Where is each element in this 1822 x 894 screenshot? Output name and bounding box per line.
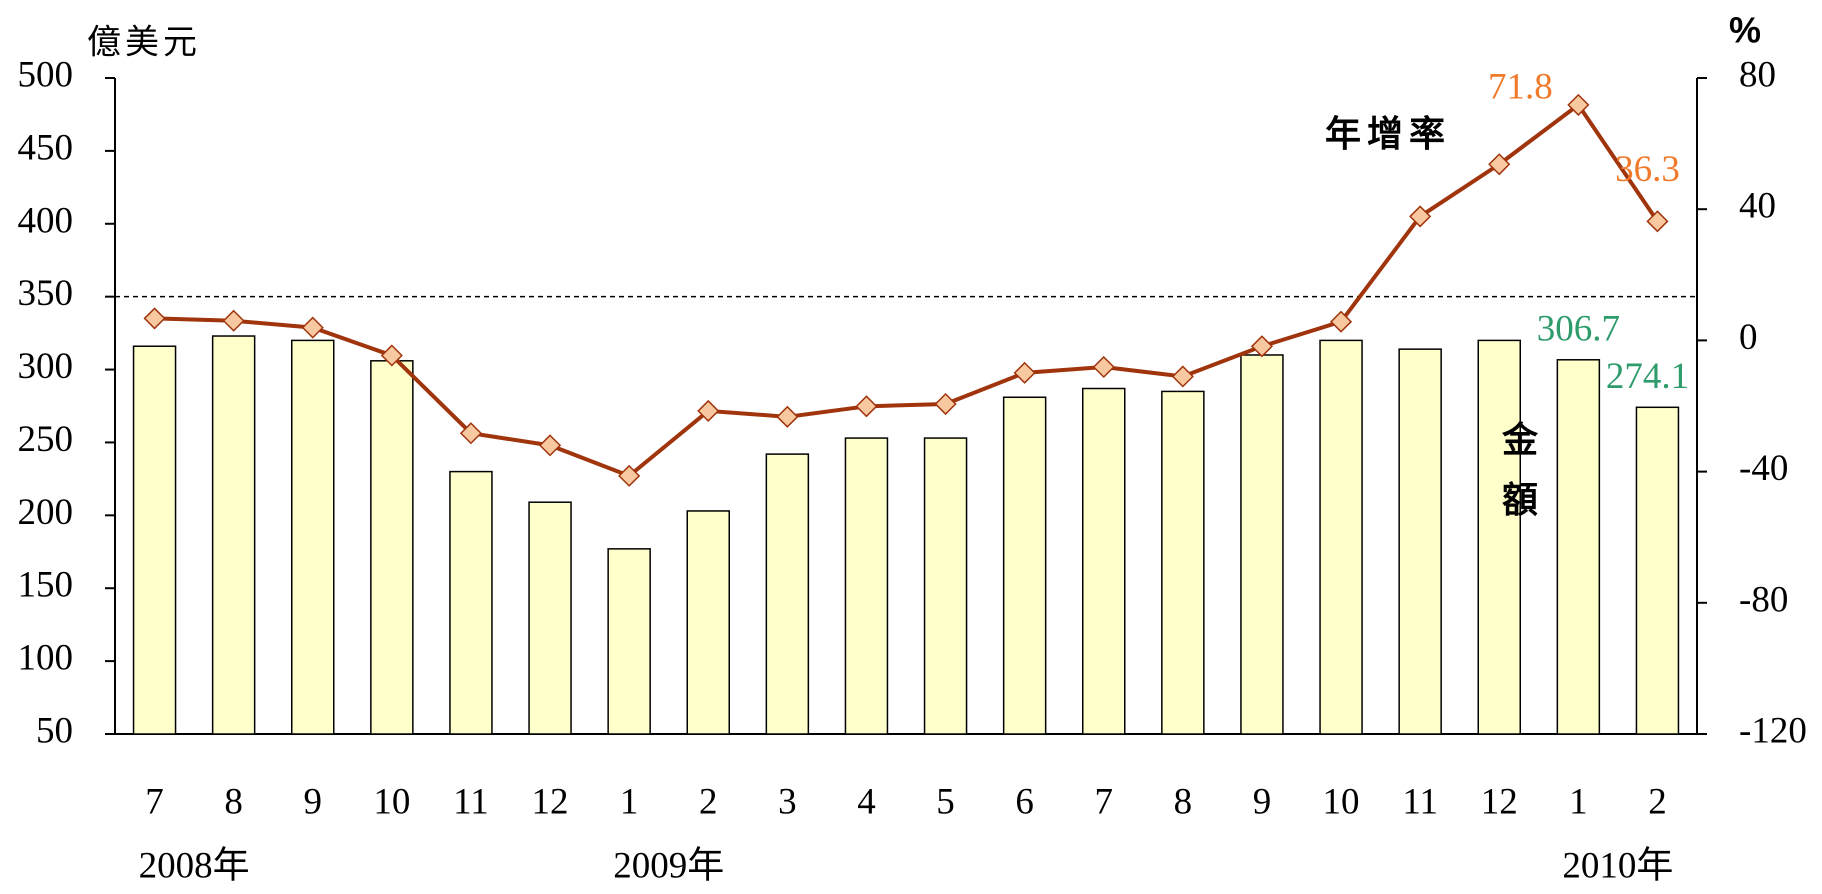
line-marker: [1329, 310, 1353, 333]
bar: [1635, 406, 1680, 735]
x-tick-label: 12: [532, 781, 569, 822]
bar: [211, 335, 256, 735]
line-marker: [934, 392, 957, 416]
bar: [765, 453, 810, 735]
line-marker: [459, 422, 483, 445]
x-tick-label: 9: [1253, 781, 1272, 822]
bar: [844, 437, 889, 735]
bar: [1319, 339, 1363, 735]
y2-tick-label: -40: [1739, 448, 1788, 489]
x-tick-label: 10: [373, 781, 410, 822]
bar: [1161, 390, 1205, 735]
bar: [1240, 354, 1284, 735]
x-tick-label: 2: [1648, 781, 1667, 822]
line-marker: [618, 464, 641, 487]
y2-axis-label: %: [1729, 10, 1761, 51]
y2-tick-label: 80: [1739, 54, 1776, 95]
bar-annotation: 金: [1501, 419, 1539, 461]
line-marker: [697, 399, 720, 422]
y-tick-label: 300: [18, 346, 74, 387]
x-tick-label: 1: [620, 781, 639, 822]
bar-value-label: 306.7: [1537, 308, 1620, 349]
x-tick-label: 1: [1569, 781, 1588, 822]
y-tick-label: 250: [18, 419, 74, 460]
line-marker: [301, 316, 324, 339]
x-tick-label: 7: [145, 781, 164, 822]
bar: [686, 510, 730, 735]
line-marker: [1646, 210, 1669, 233]
bar: [449, 470, 493, 735]
bar: [528, 501, 572, 735]
x-tick-label: 7: [1095, 781, 1114, 822]
bar-value-label: 274.1: [1606, 356, 1689, 397]
bar: [1398, 348, 1442, 735]
y2-tick-label: 0: [1739, 317, 1758, 358]
y-tick-label: 100: [18, 638, 74, 679]
x-tick-label: 4: [857, 781, 876, 822]
y-tick-label: 400: [18, 200, 74, 241]
line-marker: [855, 395, 878, 418]
bar: [291, 339, 335, 735]
line-marker: [1409, 205, 1432, 228]
line-marker: [538, 434, 562, 457]
x-tick-label: 12: [1481, 781, 1518, 822]
line-marker: [776, 405, 799, 428]
x-tick-label: 6: [1015, 781, 1034, 822]
bar-annotation: 額: [1502, 480, 1538, 521]
y-tick-label: 350: [18, 273, 74, 314]
bar: [1556, 359, 1601, 735]
x-tick-label: 11: [453, 781, 489, 822]
x-tick-label: 10: [1323, 781, 1360, 822]
line-marker: [143, 307, 166, 330]
y-tick-label: 50: [36, 710, 73, 751]
y2-tick-label: -120: [1739, 710, 1807, 751]
year-label: 2008年: [139, 844, 250, 886]
y-tick-label: 200: [18, 492, 74, 533]
line-value-label: 36.3: [1615, 149, 1680, 190]
line-marker: [1013, 361, 1036, 384]
x-tick-label: 8: [224, 781, 243, 822]
x-tick-label: 11: [1402, 781, 1438, 822]
line-annotation: 年增率: [1325, 114, 1451, 155]
line-marker: [1567, 93, 1590, 116]
line-value-label: 71.8: [1488, 66, 1553, 107]
line-marker: [222, 309, 245, 332]
line: [154, 102, 1660, 479]
bar: [1082, 387, 1126, 735]
y-tick-label: 500: [18, 54, 74, 95]
x-tick-label: 2: [699, 781, 718, 822]
line-marker: [1092, 355, 1115, 379]
bar: [923, 437, 968, 735]
line-marker: [1488, 153, 1511, 176]
y-tick-label: 150: [18, 565, 74, 606]
y-axis-label: 億美元: [87, 23, 201, 63]
x-tick-label: 9: [304, 781, 323, 822]
bar: [132, 345, 177, 735]
year-label: 2010年: [1562, 844, 1673, 886]
bar: [607, 548, 651, 735]
line-marker: [380, 344, 403, 367]
y2-tick-label: -80: [1739, 579, 1788, 620]
year-label: 2009年: [613, 844, 724, 886]
bar: [1002, 396, 1047, 735]
line-marker: [1171, 365, 1194, 388]
x-tick-label: 8: [1174, 781, 1193, 822]
y2-tick-label: 40: [1739, 186, 1776, 227]
x-tick-label: 5: [936, 781, 955, 822]
bar: [1477, 339, 1521, 735]
line-marker: [1250, 335, 1274, 358]
y-tick-label: 450: [18, 127, 74, 168]
bar: [370, 360, 414, 735]
x-tick-label: 3: [778, 781, 797, 822]
